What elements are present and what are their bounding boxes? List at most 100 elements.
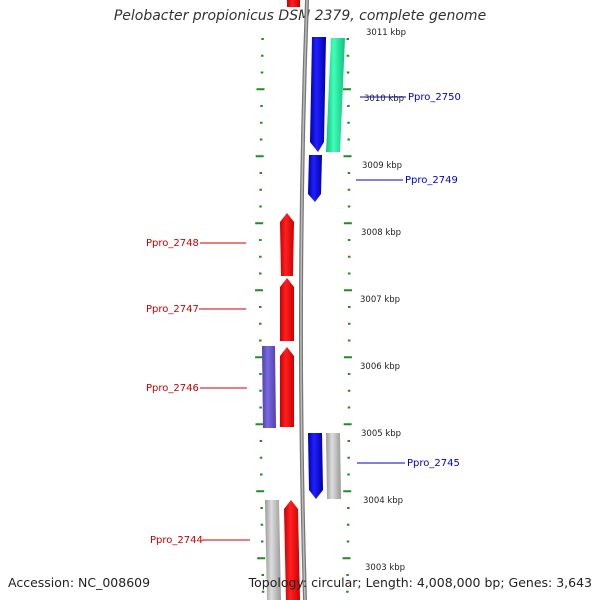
tick-mark: [255, 423, 264, 426]
kbp-tick-label: 3010 kbp: [364, 94, 404, 104]
kbp-tick-label: 3006 kbp: [360, 362, 400, 372]
tick-mark: [259, 138, 263, 141]
gene-label-ppro-2747[interactable]: Ppro_2747: [146, 304, 199, 315]
tick-mark: [347, 121, 350, 124]
tick-mark: [346, 71, 350, 74]
tick-mark: [256, 88, 265, 91]
tick-mark: [259, 322, 262, 325]
gene-arrow-ppro-2746[interactable]: [280, 347, 294, 427]
tick-mark: [259, 339, 262, 342]
kbp-tick-label: 3008 kbp: [361, 228, 401, 238]
gene-label-ppro-2750[interactable]: Ppro_2750: [408, 92, 461, 103]
tick-mark: [259, 172, 263, 174]
tick-mark: [259, 373, 262, 375]
tick-mark: [261, 590, 265, 593]
tick-mark: [260, 540, 264, 543]
kbp-tick-label: 3005 kbp: [361, 429, 401, 439]
tick-mark: [343, 356, 352, 359]
tick-mark: [259, 440, 263, 442]
tick-mark: [261, 574, 265, 576]
kbp-tick-label: 3004 kbp: [363, 496, 403, 506]
topology-label: Topology: circular; Length: 4,008,000 bp…: [248, 575, 592, 590]
tick-mark: [347, 456, 350, 459]
tick-mark: [259, 255, 262, 258]
tick-mark: [259, 272, 262, 275]
tick-mark: [343, 423, 352, 426]
tick-mark: [347, 406, 351, 409]
tick-mark: [346, 540, 350, 543]
tick-mark: [347, 389, 351, 392]
tick-mark: [347, 239, 351, 241]
tick-mark: [343, 490, 352, 493]
gene-labels: Ppro_2750 Ppro_2749 Ppro_2748 Ppro_2747 Ppro…: [146, 92, 461, 546]
kbp-tick-label: 3009 kbp: [362, 161, 402, 171]
accession-label: Accession: NC_008609: [8, 575, 151, 590]
tick-mark: [347, 188, 351, 191]
gene-feature-grey: [265, 500, 281, 600]
tick-mark: [347, 373, 351, 375]
gene-feature-green: [326, 38, 345, 152]
tick-mark: [347, 507, 350, 509]
right-tick-ruler: [342, 38, 352, 593]
tick-mark: [347, 339, 351, 342]
kbp-labels: 3011 kbp 3010 kbp 3009 kbp 3008 kbp 3007 kbp…: [360, 28, 406, 573]
kbp-tick-label: 3007 kbp: [360, 295, 400, 305]
tick-mark: [347, 255, 351, 258]
tick-mark: [259, 188, 262, 191]
tick-mark: [255, 356, 264, 359]
tick-mark: [347, 440, 351, 442]
tick-mark: [256, 490, 265, 493]
kbp-tick-label: 3011 kbp: [366, 28, 406, 38]
gene-arrow-ppro-2745[interactable]: [308, 433, 323, 499]
tick-mark: [261, 38, 264, 40]
gene-label-ppro-2749[interactable]: Ppro_2749: [405, 175, 458, 186]
tick-mark: [343, 222, 352, 225]
tick-mark: [347, 322, 351, 325]
tick-mark: [347, 172, 351, 174]
tick-mark: [343, 88, 352, 91]
tick-mark: [347, 138, 350, 141]
tick-mark: [255, 289, 264, 292]
gene-arrow-ppro-2748[interactable]: [280, 213, 294, 276]
tick-mark: [346, 38, 349, 40]
tick-mark: [342, 557, 351, 560]
tick-mark: [343, 289, 352, 292]
left-tick-ruler: [255, 38, 266, 593]
tick-mark: [260, 71, 264, 74]
gene-label-ppro-2748[interactable]: Ppro_2748: [146, 238, 199, 249]
gene-label-ppro-2744[interactable]: Ppro_2744: [150, 535, 203, 546]
tick-mark: [255, 155, 264, 158]
gene-arrow-ppro-2744[interactable]: [284, 500, 300, 600]
tick-mark: [346, 590, 349, 593]
tick-mark: [259, 306, 262, 308]
gene-feature: [287, 0, 300, 7]
gene-arrow-ppro-2750[interactable]: [310, 37, 326, 152]
tick-mark: [347, 473, 350, 476]
tick-mark: [257, 557, 266, 560]
tick-mark: [260, 105, 263, 107]
gene-label-ppro-2745[interactable]: Ppro_2745: [407, 458, 460, 469]
tick-mark: [346, 574, 349, 576]
tick-mark: [260, 473, 263, 476]
tick-mark: [260, 121, 263, 124]
gene-feature-grey: [326, 433, 341, 499]
tick-mark: [259, 456, 263, 459]
gene-feature-purple: [262, 346, 276, 428]
tick-mark: [346, 54, 350, 57]
gene-arrow-ppro-2747[interactable]: [280, 278, 294, 341]
tick-mark: [259, 205, 262, 208]
gene-arrow-ppro-2749[interactable]: [308, 155, 322, 202]
tick-mark: [347, 272, 351, 275]
tick-mark: [261, 54, 264, 57]
tick-mark: [347, 205, 351, 208]
tick-mark: [255, 222, 264, 225]
tick-mark: [259, 239, 262, 241]
gene-label-ppro-2746[interactable]: Ppro_2746: [146, 383, 199, 394]
tick-mark: [347, 306, 351, 308]
map-title: Pelobacter propionicus DSM 2379, complet…: [113, 8, 487, 24]
tick-mark: [343, 155, 352, 158]
tick-mark: [259, 406, 262, 409]
tick-mark: [260, 507, 263, 509]
